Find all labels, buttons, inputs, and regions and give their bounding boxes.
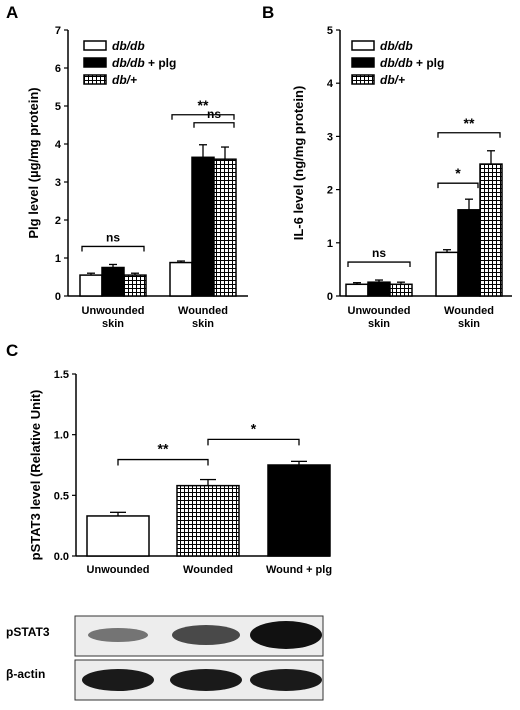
y-tick-label: 1	[55, 253, 61, 265]
y-tick-label: 0	[55, 291, 61, 303]
significance-label: ns	[106, 230, 120, 244]
y-tick-label: 0.5	[54, 490, 69, 502]
bar-black	[367, 281, 391, 297]
bar-white	[169, 261, 193, 297]
legend-swatch	[351, 74, 375, 85]
panel-letter-c: C	[6, 341, 18, 360]
y-axis-label: IL-6 level (ng/mg protein)	[291, 86, 306, 241]
legend-swatch	[83, 74, 107, 85]
significance-label: ns	[372, 246, 386, 260]
x-tick-label-1-line-1: skin	[458, 318, 480, 330]
x-tick-label-0-line-0: Unwounded	[82, 305, 145, 317]
y-tick-label: 2	[55, 215, 61, 227]
significance-bracket	[207, 438, 300, 446]
significance-label: ns	[207, 107, 221, 121]
bar-white	[435, 251, 459, 297]
significance-label: **	[464, 115, 475, 131]
significance-bracket	[437, 182, 479, 189]
bar-black	[191, 156, 215, 297]
significance-label: *	[251, 420, 257, 436]
y-tick-label: 4	[55, 139, 62, 151]
x-tick-label-1-line-1: skin	[192, 318, 214, 330]
x-tick-label-0-line-1: skin	[102, 318, 124, 330]
y-tick-label: 1	[327, 238, 333, 250]
y-axis-label: pSTAT3 level (Relative Unit)	[28, 390, 43, 561]
y-axis-label: Plg level (µg/mg protein)	[26, 87, 41, 238]
bar-grid	[123, 274, 147, 297]
x-tick-label-0-line-1: skin	[368, 318, 390, 330]
legend-entry-1: db/db + plg	[380, 56, 444, 70]
bar-grid	[176, 484, 240, 557]
bar-black	[267, 464, 331, 557]
bar-grid	[479, 163, 503, 297]
legend-entry-2: db/+	[112, 73, 137, 87]
bar-grid	[213, 158, 237, 297]
blot-band-actin-wound-plg	[250, 669, 322, 691]
y-tick-label: 0	[327, 291, 333, 303]
y-tick-label: 5	[327, 25, 333, 37]
blot-band-actin-unwounded	[82, 669, 154, 691]
legend-entry-1: db/db + plg	[112, 56, 176, 70]
y-tick-label: 3	[327, 131, 333, 143]
western-blot: pSTAT3 β-actin	[6, 615, 324, 701]
blot-band-actin-wounded	[170, 669, 242, 691]
y-tick-label: 3	[55, 177, 61, 189]
x-tick-label-1-line-0: Wounded	[178, 305, 228, 317]
significance-bracket	[347, 261, 411, 268]
bar-white	[79, 274, 103, 297]
legend-swatch	[351, 57, 375, 68]
significance-bracket	[171, 114, 235, 120]
bar-grid	[389, 283, 413, 297]
legend-entry-2: db/+	[380, 73, 405, 87]
bar-white	[86, 515, 150, 557]
y-tick-label: 1.5	[54, 369, 69, 381]
legend-entry-0: db/db	[380, 39, 413, 53]
panel-letter-b: B	[262, 3, 274, 22]
chart-b: 0 1 2 3 4 5 IL-6 level (ng/mg protein) Unwounde…	[291, 25, 512, 330]
legend-entry-0: db/db	[112, 39, 145, 53]
legend-swatch	[83, 40, 107, 51]
significance-bracket	[117, 458, 209, 466]
x-tick-label-1-line-0: Wounded	[444, 305, 494, 317]
blot-band-pstat3-wound-plg	[250, 621, 322, 649]
y-tick-label: 2	[327, 185, 333, 197]
x-tick-label-0-line-0: Unwounded	[348, 305, 411, 317]
y-tick-label: 5	[55, 101, 61, 113]
y-tick-label: 4	[327, 78, 334, 90]
blot-label-actin: β-actin	[6, 667, 45, 681]
chart-c: 0.0 0.5 1.0 1.5 pSTAT3 level (Relative Unit)…	[28, 369, 332, 576]
blot-label-pstat3: pSTAT3	[6, 625, 50, 639]
bar-white	[345, 283, 369, 297]
significance-bracket	[81, 245, 145, 252]
y-tick-label: 7	[55, 25, 61, 37]
significance-label: **	[158, 441, 169, 457]
x-tick-label-1: Wounded	[183, 564, 233, 576]
chart-a: 0 1 2 3 4 5 6 7 Plg level (µg/mg protein) Unwound…	[26, 25, 248, 330]
significance-label: **	[198, 97, 209, 113]
legend-swatch	[351, 40, 375, 51]
legend-swatch	[83, 57, 107, 68]
x-tick-label-0: Unwounded	[87, 564, 150, 576]
significance-bracket	[193, 122, 235, 128]
y-tick-label: 1.0	[54, 430, 69, 442]
x-tick-label-2: Wound + plg	[266, 564, 332, 576]
y-tick-label: 6	[55, 63, 61, 75]
blot-band-pstat3-unwounded	[88, 628, 148, 642]
bar-black	[101, 266, 125, 297]
y-tick-label: 0.0	[54, 551, 69, 563]
bar-black	[457, 209, 481, 297]
panel-letter-a: A	[6, 3, 18, 22]
blot-band-pstat3-wounded	[172, 625, 240, 645]
significance-bracket	[437, 132, 501, 138]
significance-label: *	[455, 165, 461, 181]
